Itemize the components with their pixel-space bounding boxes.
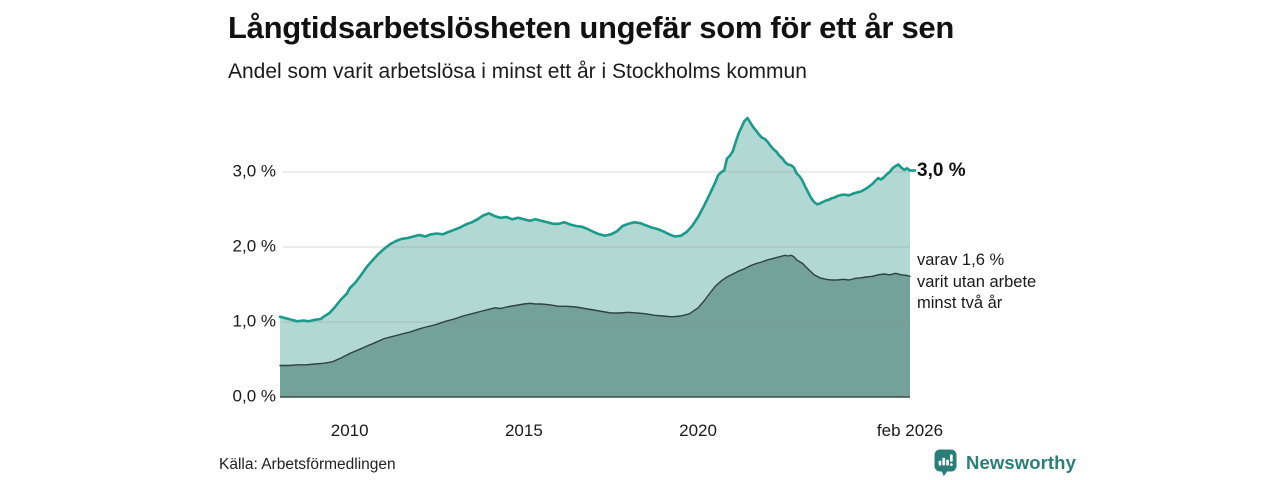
- end-value-label: 3,0 %: [917, 160, 966, 181]
- area-very-long-term: [280, 255, 910, 397]
- source-caption: Källa: Arbetsförmedlingen: [219, 456, 396, 473]
- brand-logo: Newsworthy: [934, 449, 1076, 477]
- end-note-line: varav 1,6 %: [917, 251, 1005, 269]
- chart-subtitle: Andel som varit arbetslösa i minst ett å…: [228, 60, 807, 83]
- y-tick-label: 2,0 %: [232, 236, 276, 256]
- y-tick-label: 1,0 %: [232, 311, 276, 331]
- end-note: varav 1,6 % varit utan arbete minst två …: [917, 250, 1036, 315]
- y-tick-label: 3,0 %: [232, 161, 276, 181]
- line-very-long-term: [279, 254, 911, 367]
- x-tick-label: 2020: [679, 421, 717, 440]
- x-tick-label: feb 2026: [876, 421, 944, 440]
- end-note-line: minst två år: [917, 294, 1003, 312]
- x-tick-label: 2010: [330, 421, 369, 440]
- y-tick-label: 0,0 %: [232, 386, 276, 406]
- newsworthy-icon: [934, 449, 957, 477]
- page-title: Långtidsarbetslösheten ungefär som för e…: [228, 10, 955, 45]
- end-note-line: varit utan arbete: [917, 272, 1037, 291]
- line-long-term: [278, 116, 912, 323]
- brand-name: Newsworthy: [966, 452, 1076, 473]
- x-tick-label: 2015: [504, 421, 543, 440]
